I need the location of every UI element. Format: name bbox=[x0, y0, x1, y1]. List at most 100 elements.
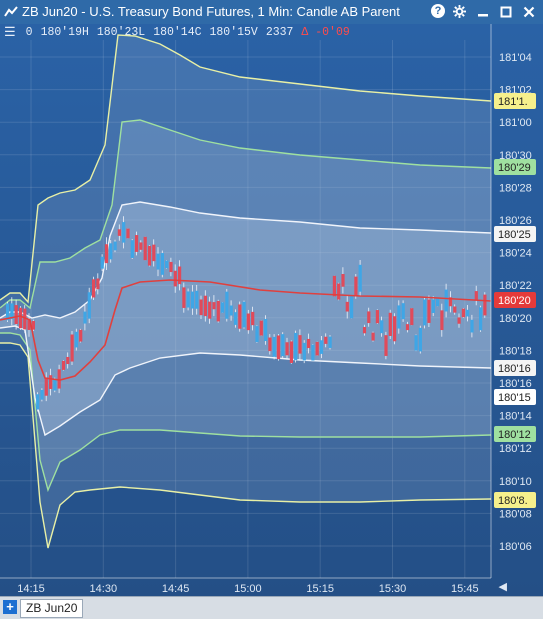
time-axis[interactable]: 14:15 14:30 14:45 15:00 15:15 15:30 15:45 bbox=[17, 583, 478, 595]
time-tick-label: 15:00 bbox=[234, 583, 262, 595]
help-button[interactable]: ? bbox=[431, 4, 445, 18]
candle-body bbox=[40, 389, 44, 400]
candle-body bbox=[18, 307, 23, 329]
price-tag-label: 180'25 bbox=[498, 229, 531, 241]
candle-body bbox=[96, 278, 100, 290]
candle-body bbox=[397, 305, 401, 329]
maximize-button[interactable] bbox=[497, 3, 514, 20]
candle-body bbox=[182, 287, 186, 308]
price-tag bbox=[494, 93, 536, 109]
price-chart[interactable]: 181'04181'02181'00180'30180'28180'26180'… bbox=[0, 24, 543, 596]
candle-body bbox=[152, 244, 156, 262]
candle-body bbox=[337, 283, 341, 300]
candle-body bbox=[104, 244, 109, 264]
hamburger-icon[interactable]: ☰ bbox=[4, 24, 16, 39]
candle-body bbox=[302, 342, 306, 361]
time-tick-label: 15:45 bbox=[451, 583, 479, 595]
candle-body bbox=[190, 291, 195, 309]
candle-body bbox=[367, 311, 371, 324]
candle-body bbox=[122, 222, 126, 243]
minimize-icon bbox=[477, 13, 488, 16]
last-value: 180'15V bbox=[209, 25, 258, 39]
candle-body bbox=[229, 305, 233, 316]
candle-body bbox=[100, 256, 104, 269]
price-tick-label: 180'08 bbox=[499, 508, 532, 520]
candle-body bbox=[457, 317, 461, 324]
candle-body bbox=[423, 299, 427, 326]
price-tick-label: 180'30 bbox=[499, 150, 532, 162]
candle-body bbox=[354, 276, 358, 297]
price-tag bbox=[494, 389, 536, 405]
candle-body bbox=[380, 320, 384, 334]
candle-body bbox=[186, 291, 190, 308]
candle-body bbox=[57, 369, 61, 389]
price-tag bbox=[494, 159, 536, 175]
maximize-icon bbox=[500, 6, 511, 17]
candle-body bbox=[431, 299, 435, 313]
candle-body bbox=[474, 291, 478, 300]
candle-body bbox=[135, 235, 139, 252]
candle-body bbox=[173, 270, 177, 287]
candle-body bbox=[255, 326, 259, 343]
candle-body bbox=[195, 290, 199, 309]
candle-body bbox=[92, 279, 96, 298]
candle-body bbox=[87, 292, 91, 319]
candle-body bbox=[61, 360, 66, 370]
settings-button[interactable] bbox=[451, 3, 468, 20]
price-tick-label: 180'10 bbox=[499, 476, 532, 488]
add-tab-button[interactable]: + bbox=[3, 600, 17, 614]
candle-body bbox=[414, 335, 418, 351]
candle-body bbox=[147, 245, 152, 266]
candle-body bbox=[332, 275, 336, 297]
time-tick-label: 14:45 bbox=[162, 583, 190, 595]
price-tick-label: 180'18 bbox=[499, 345, 532, 357]
candle-body bbox=[6, 303, 10, 321]
candle-body bbox=[401, 303, 405, 320]
candle-body bbox=[324, 336, 328, 344]
candle-body bbox=[436, 298, 440, 307]
price-tick-label: 180'26 bbox=[499, 215, 532, 227]
tab-zb-jun20[interactable]: ZB Jun20 bbox=[20, 599, 84, 618]
price-tag-label: 180'16 bbox=[498, 363, 531, 375]
candle-body bbox=[289, 341, 293, 363]
candle-body bbox=[14, 305, 18, 325]
volume-value: 2337 bbox=[265, 25, 294, 39]
price-tick-label: 180'06 bbox=[499, 541, 532, 553]
candle-body bbox=[238, 304, 242, 329]
candle-body bbox=[10, 303, 14, 320]
open-label: 0 bbox=[25, 25, 33, 39]
price-tag bbox=[494, 426, 536, 442]
time-tick-label: 15:30 bbox=[379, 583, 407, 595]
candle-body bbox=[36, 394, 40, 410]
price-tick-label: 181'00 bbox=[499, 117, 532, 129]
candle-body bbox=[294, 332, 298, 361]
window-title: ZB Jun20 - U.S. Treasury Bond Futures, 1… bbox=[22, 4, 400, 19]
candle-body bbox=[453, 306, 457, 313]
candle-body bbox=[225, 291, 229, 319]
price-tick-label: 180'16 bbox=[499, 378, 532, 390]
candle-body bbox=[466, 309, 470, 317]
ohlc-infobar: ☰ 0 180'19H 180'23L 180'14C 180'15V 2337… bbox=[0, 24, 350, 40]
close-icon bbox=[523, 6, 534, 17]
candle-body bbox=[117, 229, 121, 236]
minimize-button[interactable] bbox=[474, 3, 491, 20]
candle-body bbox=[444, 289, 448, 312]
close-value: 180'14C bbox=[153, 25, 202, 39]
candle-body bbox=[178, 266, 182, 285]
price-tag-label: 180'20 bbox=[498, 295, 531, 307]
price-tag-label: 181'1. bbox=[498, 96, 528, 108]
candle-body bbox=[23, 308, 27, 330]
candle-body bbox=[79, 329, 83, 342]
price-tag bbox=[494, 360, 536, 376]
open-value: 180'19H bbox=[40, 25, 89, 39]
tab-bar: + ZB Jun20 bbox=[0, 596, 543, 619]
price-tags: 181'1. 180'29 180'25 180'20 180'16 180'15 180'… bbox=[494, 93, 536, 508]
scroll-right-arrow-icon[interactable]: ◀ bbox=[498, 581, 507, 593]
candle-body bbox=[341, 274, 345, 287]
candle-body bbox=[126, 228, 130, 239]
candle-body bbox=[311, 344, 315, 361]
change-value: Δ -0'09 bbox=[301, 26, 349, 39]
candle-body bbox=[203, 295, 207, 317]
close-button[interactable] bbox=[520, 3, 537, 20]
candle-body bbox=[264, 318, 268, 342]
